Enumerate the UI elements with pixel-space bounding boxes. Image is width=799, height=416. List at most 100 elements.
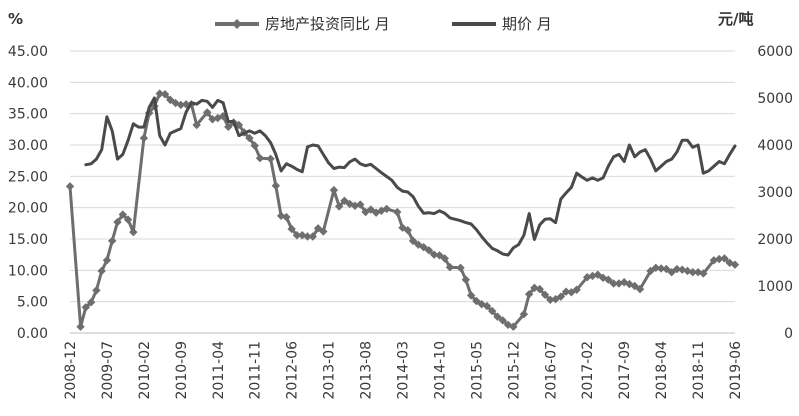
legend-marker-investment — [232, 19, 242, 29]
data-point-investment — [245, 133, 254, 143]
data-point-investment — [192, 120, 201, 130]
gridlines — [70, 50, 735, 303]
data-point-investment — [356, 200, 365, 209]
series-layer — [65, 89, 740, 331]
x-tick-label: 2013-08 — [359, 341, 375, 400]
data-point-investment — [593, 270, 602, 279]
legend-item-futures-price: 期价 月 — [452, 15, 552, 33]
right-axis: 0 1000 2000 3000 4000 5000 6000 — [757, 44, 793, 342]
legend-label-investment: 房地产投资同比 月 — [265, 15, 390, 33]
x-tick-label: 2014-10 — [432, 341, 448, 400]
left-tick-label: 15.00 — [8, 232, 48, 248]
data-point-investment — [493, 312, 502, 321]
left-tick-label: 30.00 — [8, 138, 48, 154]
left-tick-label: 20.00 — [8, 201, 48, 217]
data-point-investment — [662, 264, 671, 274]
data-point-investment — [234, 120, 244, 130]
left-axis-unit: % — [8, 10, 23, 28]
data-point-investment — [583, 273, 592, 282]
right-tick-label: 0 — [784, 326, 793, 342]
data-point-investment — [604, 275, 613, 284]
x-tick-label: 2018-04 — [654, 341, 670, 400]
data-point-investment — [535, 284, 544, 294]
right-tick-label: 1000 — [757, 279, 793, 295]
left-tick-label: 35.00 — [8, 107, 48, 123]
data-point-investment — [292, 231, 302, 240]
data-point-investment — [656, 264, 666, 273]
data-point-investment — [509, 322, 518, 331]
x-tick-label: 2010-09 — [174, 341, 190, 400]
data-point-investment — [123, 215, 133, 224]
x-tick-label: 2013-01 — [322, 341, 338, 400]
data-point-investment — [92, 286, 101, 295]
data-point-investment — [102, 256, 112, 265]
data-point-investment — [498, 316, 507, 325]
left-tick-label: 40.00 — [8, 75, 48, 91]
data-point-investment — [287, 224, 296, 234]
data-point-investment — [329, 185, 339, 195]
data-point-investment — [139, 133, 149, 143]
data-point-investment — [519, 310, 529, 319]
x-tick-label: 2009-07 — [100, 341, 116, 400]
data-point-investment — [97, 266, 106, 276]
x-tick-label: 2011-11 — [248, 341, 264, 400]
x-tick-label: 2012-06 — [285, 341, 301, 400]
data-point-investment — [556, 292, 566, 301]
legend: 房地产投资同比 月 期价 月 — [215, 15, 552, 33]
x-tick-label: 2008-12 — [63, 341, 79, 400]
data-point-investment — [419, 242, 428, 252]
data-point-investment — [313, 224, 323, 233]
x-tick-label: 2017-09 — [617, 341, 633, 400]
left-tick-label: 10.00 — [8, 263, 48, 279]
data-point-investment — [224, 122, 233, 132]
x-tick-label: 2017-02 — [580, 341, 596, 400]
right-axis-unit: 元/吨 — [718, 10, 753, 28]
data-point-investment — [609, 279, 618, 288]
x-tick-label: 2011-04 — [211, 341, 227, 400]
data-point-investment — [340, 196, 349, 205]
data-point-investment — [271, 181, 281, 190]
data-point-investment — [456, 263, 465, 273]
left-tick-label: 5.00 — [17, 295, 48, 311]
data-point-investment — [472, 296, 481, 306]
left-tick-label: 0.00 — [17, 326, 48, 342]
left-axis: 0.00 5.00 10.00 15.00 20.00 25.00 30.00 35.00 40… — [8, 44, 48, 342]
data-point-investment — [667, 268, 676, 277]
data-point-investment — [129, 227, 138, 237]
legend-item-investment: 房地产投资同比 月 — [215, 15, 390, 33]
x-tick-label: 2016-07 — [543, 341, 559, 400]
data-point-investment — [408, 236, 418, 246]
data-point-investment — [630, 281, 639, 291]
data-point-investment — [561, 287, 571, 296]
data-point-investment — [725, 258, 734, 268]
right-tick-label: 5000 — [757, 91, 793, 107]
series-line-futures-price — [84, 96, 737, 257]
data-point-investment — [86, 298, 96, 307]
data-point-investment — [382, 204, 391, 214]
data-point-investment — [155, 89, 164, 98]
data-point-investment — [282, 212, 291, 222]
right-tick-label: 4000 — [757, 138, 793, 154]
left-tick-label: 25.00 — [8, 169, 48, 185]
left-tick-label: 45.00 — [8, 44, 48, 60]
data-point-investment — [699, 269, 708, 278]
data-point-investment — [319, 227, 328, 236]
data-point-investment — [678, 265, 687, 274]
x-tick-label: 2015-05 — [469, 341, 485, 400]
x-tick-label: 2015-12 — [506, 341, 522, 400]
data-point-investment — [461, 275, 471, 284]
data-point-investment — [730, 260, 740, 269]
data-point-investment — [466, 291, 476, 300]
data-point-investment — [203, 108, 212, 117]
data-point-investment — [714, 254, 724, 264]
data-point-investment — [651, 263, 661, 273]
data-point-investment — [366, 205, 376, 214]
data-point-investment — [720, 254, 729, 263]
data-point-investment — [488, 306, 497, 316]
x-axis: 2008-12 2009-07 2010-02 2010-09 2011-04 2011-… — [63, 332, 744, 400]
data-point-investment — [524, 289, 534, 299]
right-tick-label: 3000 — [757, 185, 793, 201]
data-point-investment — [445, 263, 455, 272]
data-point-investment — [65, 182, 75, 191]
